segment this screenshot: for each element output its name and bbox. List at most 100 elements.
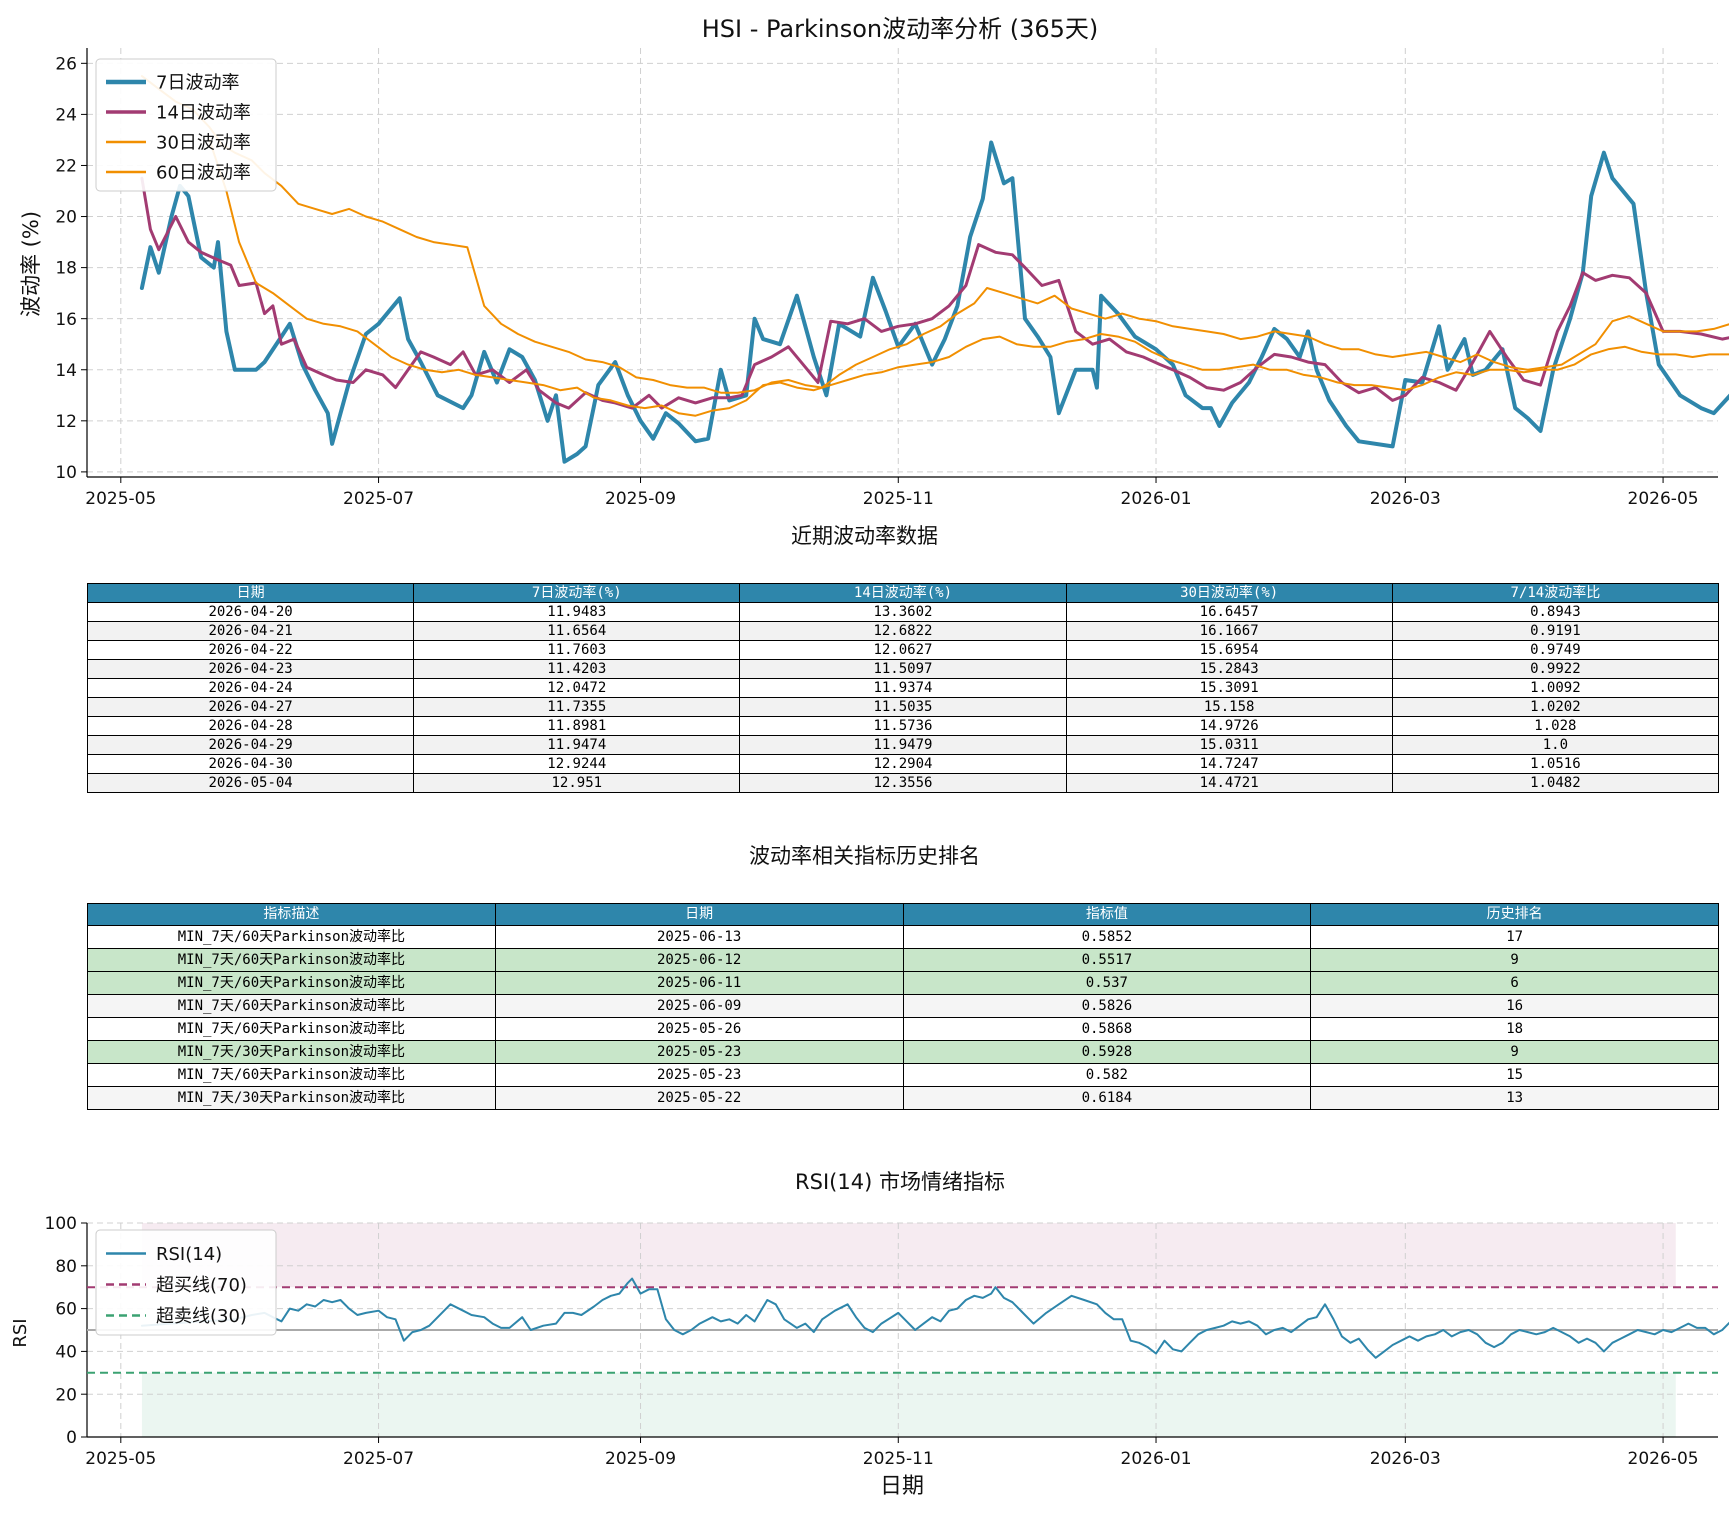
table-cell: 11.5736 (739, 716, 1067, 736)
volatility-chart-title: HSI - Parkinson波动率分析 (365天) (702, 15, 1099, 43)
vol-series-line-3 (140, 75, 1729, 394)
table-cell: 2026-04-28 (86, 716, 415, 736)
table-cell: 2025-05-22 (494, 1086, 904, 1110)
table-cell: MIN_7天/60天Parkinson波动率比 (87, 1063, 496, 1087)
table-cell: 13.3602 (739, 602, 1067, 622)
table-cell: 0.5826 (902, 994, 1312, 1018)
table-cell: 2026-04-27 (86, 697, 415, 717)
table-row: 2026-04-28 11.8981 11.5736 14.9726 1.028 (86, 716, 1720, 736)
table-cell: 12.951 (413, 773, 741, 793)
table-cell: 11.9483 (413, 602, 741, 622)
table-cell: 2026-04-30 (86, 754, 415, 774)
table-row: 2026-04-20 11.9483 13.3602 16.6457 0.8943 (86, 602, 1720, 622)
rsi-legend-box (95, 1229, 277, 1336)
table-cell: MIN_7天/60天Parkinson波动率比 (87, 948, 496, 972)
rsi-oversold-zone (141, 1372, 1676, 1437)
table-cell: 1.0 (1391, 735, 1720, 755)
table-cell: 11.5097 (739, 659, 1067, 679)
ranking-column-header: 指标值 (902, 903, 1312, 926)
volatility-legend: 7日波动率 14日波动率 30日波动率 60日波动率 (95, 58, 277, 192)
rsi-ytick-label: 60 (55, 1300, 77, 1320)
table-cell: 15.6954 (1065, 640, 1393, 660)
table-cell: 15.3091 (1065, 678, 1393, 698)
recent-volatility-table: 日期 7日波动率(%) 14日波动率(%) 30日波动率(%) 7/14波动率比 202… (86, 583, 1720, 793)
table-cell: 11.9479 (739, 735, 1067, 755)
table-cell: 0.9191 (1391, 621, 1720, 641)
table-cell: 16.1667 (1065, 621, 1393, 641)
rsi-ytick-label: 100 (45, 1214, 77, 1234)
table-cell: 11.9474 (413, 735, 741, 755)
ranking-table-header: 指标描述 日期 指标值 历史排名 (87, 903, 1719, 926)
ranking-column-header: 日期 (494, 903, 904, 926)
table-cell: 2026-04-29 (86, 735, 415, 755)
table-row: MIN_7天/60天Parkinson波动率比 2025-06-11 0.537 6 (87, 971, 1719, 995)
recent-volatility-title: 近期波动率数据 (791, 524, 938, 548)
table-row: 2026-05-04 12.951 12.3556 14.4721 1.0482 (86, 773, 1720, 793)
vol-xtick-label: 2025-09 (605, 489, 676, 509)
table-cell: 11.7355 (413, 697, 741, 717)
rsi-chart-title: RSI(14) 市场情绪指标 (795, 1170, 1005, 1194)
table-row: 2026-04-22 11.7603 12.0627 15.6954 0.9749 (86, 640, 1720, 660)
vol-legend-label-3: 30日波动率 (156, 132, 251, 153)
recent-column-header: 14日波动率(%) (739, 583, 1067, 603)
rsi-xtick-label: 2025-11 (863, 1449, 934, 1469)
vol-ytick-label: 22 (55, 157, 77, 177)
table-cell: 12.3556 (739, 773, 1067, 793)
table-cell: 6 (1310, 971, 1719, 995)
table-cell: 0.5928 (902, 1040, 1312, 1064)
vol-ytick-label: 12 (55, 412, 77, 432)
table-row: MIN_7天/30天Parkinson波动率比 2025-05-22 0.6184 1… (87, 1086, 1719, 1110)
table-cell: 12.9244 (413, 754, 741, 774)
table-cell: 2025-06-12 (494, 948, 904, 972)
vol-ytick-label: 24 (55, 106, 77, 126)
volatility-line-chart: HSI - Parkinson波动率分析 (365天) 10 12 14 16 18 20… (19, 15, 1729, 509)
table-cell: 15.158 (1065, 697, 1393, 717)
rsi-ytick-label: 40 (55, 1343, 77, 1363)
table-cell: 2026-04-21 (86, 621, 415, 641)
table-cell: 1.0202 (1391, 697, 1720, 717)
table-cell: 2026-05-04 (86, 773, 415, 793)
vol-xtick-label: 2026-03 (1370, 489, 1441, 509)
rsi-series-group (87, 1277, 1729, 1374)
table-cell: 2026-04-22 (86, 640, 415, 660)
table-cell: 11.7603 (413, 640, 741, 660)
table-cell: 17 (1310, 925, 1719, 949)
table-row: MIN_7天/30天Parkinson波动率比 2025-05-23 0.5928 9 (87, 1040, 1719, 1064)
table-cell: 15.2843 (1065, 659, 1393, 679)
table-cell: MIN_7天/30天Parkinson波动率比 (87, 1086, 496, 1110)
table-cell: 12.6822 (739, 621, 1067, 641)
table-row: 2026-04-23 11.4203 11.5097 15.2843 0.9922 (86, 659, 1720, 679)
recent-table-body: 2026-04-20 11.9483 13.3602 16.6457 0.8943 202… (86, 602, 1720, 793)
table-cell: 15 (1310, 1063, 1719, 1087)
table-cell: 9 (1310, 1040, 1719, 1064)
table-cell: 0.5868 (902, 1017, 1312, 1041)
table-cell: 13 (1310, 1086, 1719, 1110)
rsi-x-axis-label: 日期 (880, 1474, 924, 1499)
recent-column-header: 日期 (86, 583, 415, 603)
table-cell: MIN_7天/60天Parkinson波动率比 (87, 971, 496, 995)
vol-legend-label-1: 7日波动率 (156, 72, 239, 93)
table-cell: 2025-05-23 (494, 1040, 904, 1064)
volatility-axes: 10 12 14 16 18 20 22 24 26 2025-05 2025-07 2025-09 2… (55, 48, 1718, 509)
table-cell: 14.4721 (1065, 773, 1393, 793)
table-cell: 9 (1310, 948, 1719, 972)
table-cell: 12.0627 (739, 640, 1067, 660)
table-row: MIN_7天/60天Parkinson波动率比 2025-05-26 0.5868 1… (87, 1017, 1719, 1041)
table-cell: 2026-04-24 (86, 678, 415, 698)
rsi-y-axis-label: RSI (10, 1318, 31, 1347)
table-cell: MIN_7天/60天Parkinson波动率比 (87, 1017, 496, 1041)
rsi-axes: 0 20 40 60 80 100 2025-05 2025-07 2025-09 2025-11… (45, 1214, 1718, 1469)
table-cell: 2025-05-26 (494, 1017, 904, 1041)
table-cell: 12.0472 (413, 678, 741, 698)
vol-legend-label-2: 14日波动率 (156, 102, 251, 123)
vol-ytick-label: 10 (55, 463, 77, 483)
recent-table-header: 日期 7日波动率(%) 14日波动率(%) 30日波动率(%) 7/14波动率比 (86, 583, 1720, 603)
ranking-column-header: 指标描述 (87, 903, 496, 926)
ranking-title: 波动率相关指标历史排名 (749, 844, 980, 868)
rsi-xtick-label: 2026-01 (1121, 1449, 1192, 1469)
table-cell: MIN_7天/30天Parkinson波动率比 (87, 1040, 496, 1064)
table-cell: 2026-04-23 (86, 659, 415, 679)
table-row: MIN_7天/60天Parkinson波动率比 2025-06-09 0.5826 1… (87, 994, 1719, 1018)
recent-column-header: 30日波动率(%) (1065, 583, 1393, 603)
table-cell: 0.582 (902, 1063, 1312, 1087)
